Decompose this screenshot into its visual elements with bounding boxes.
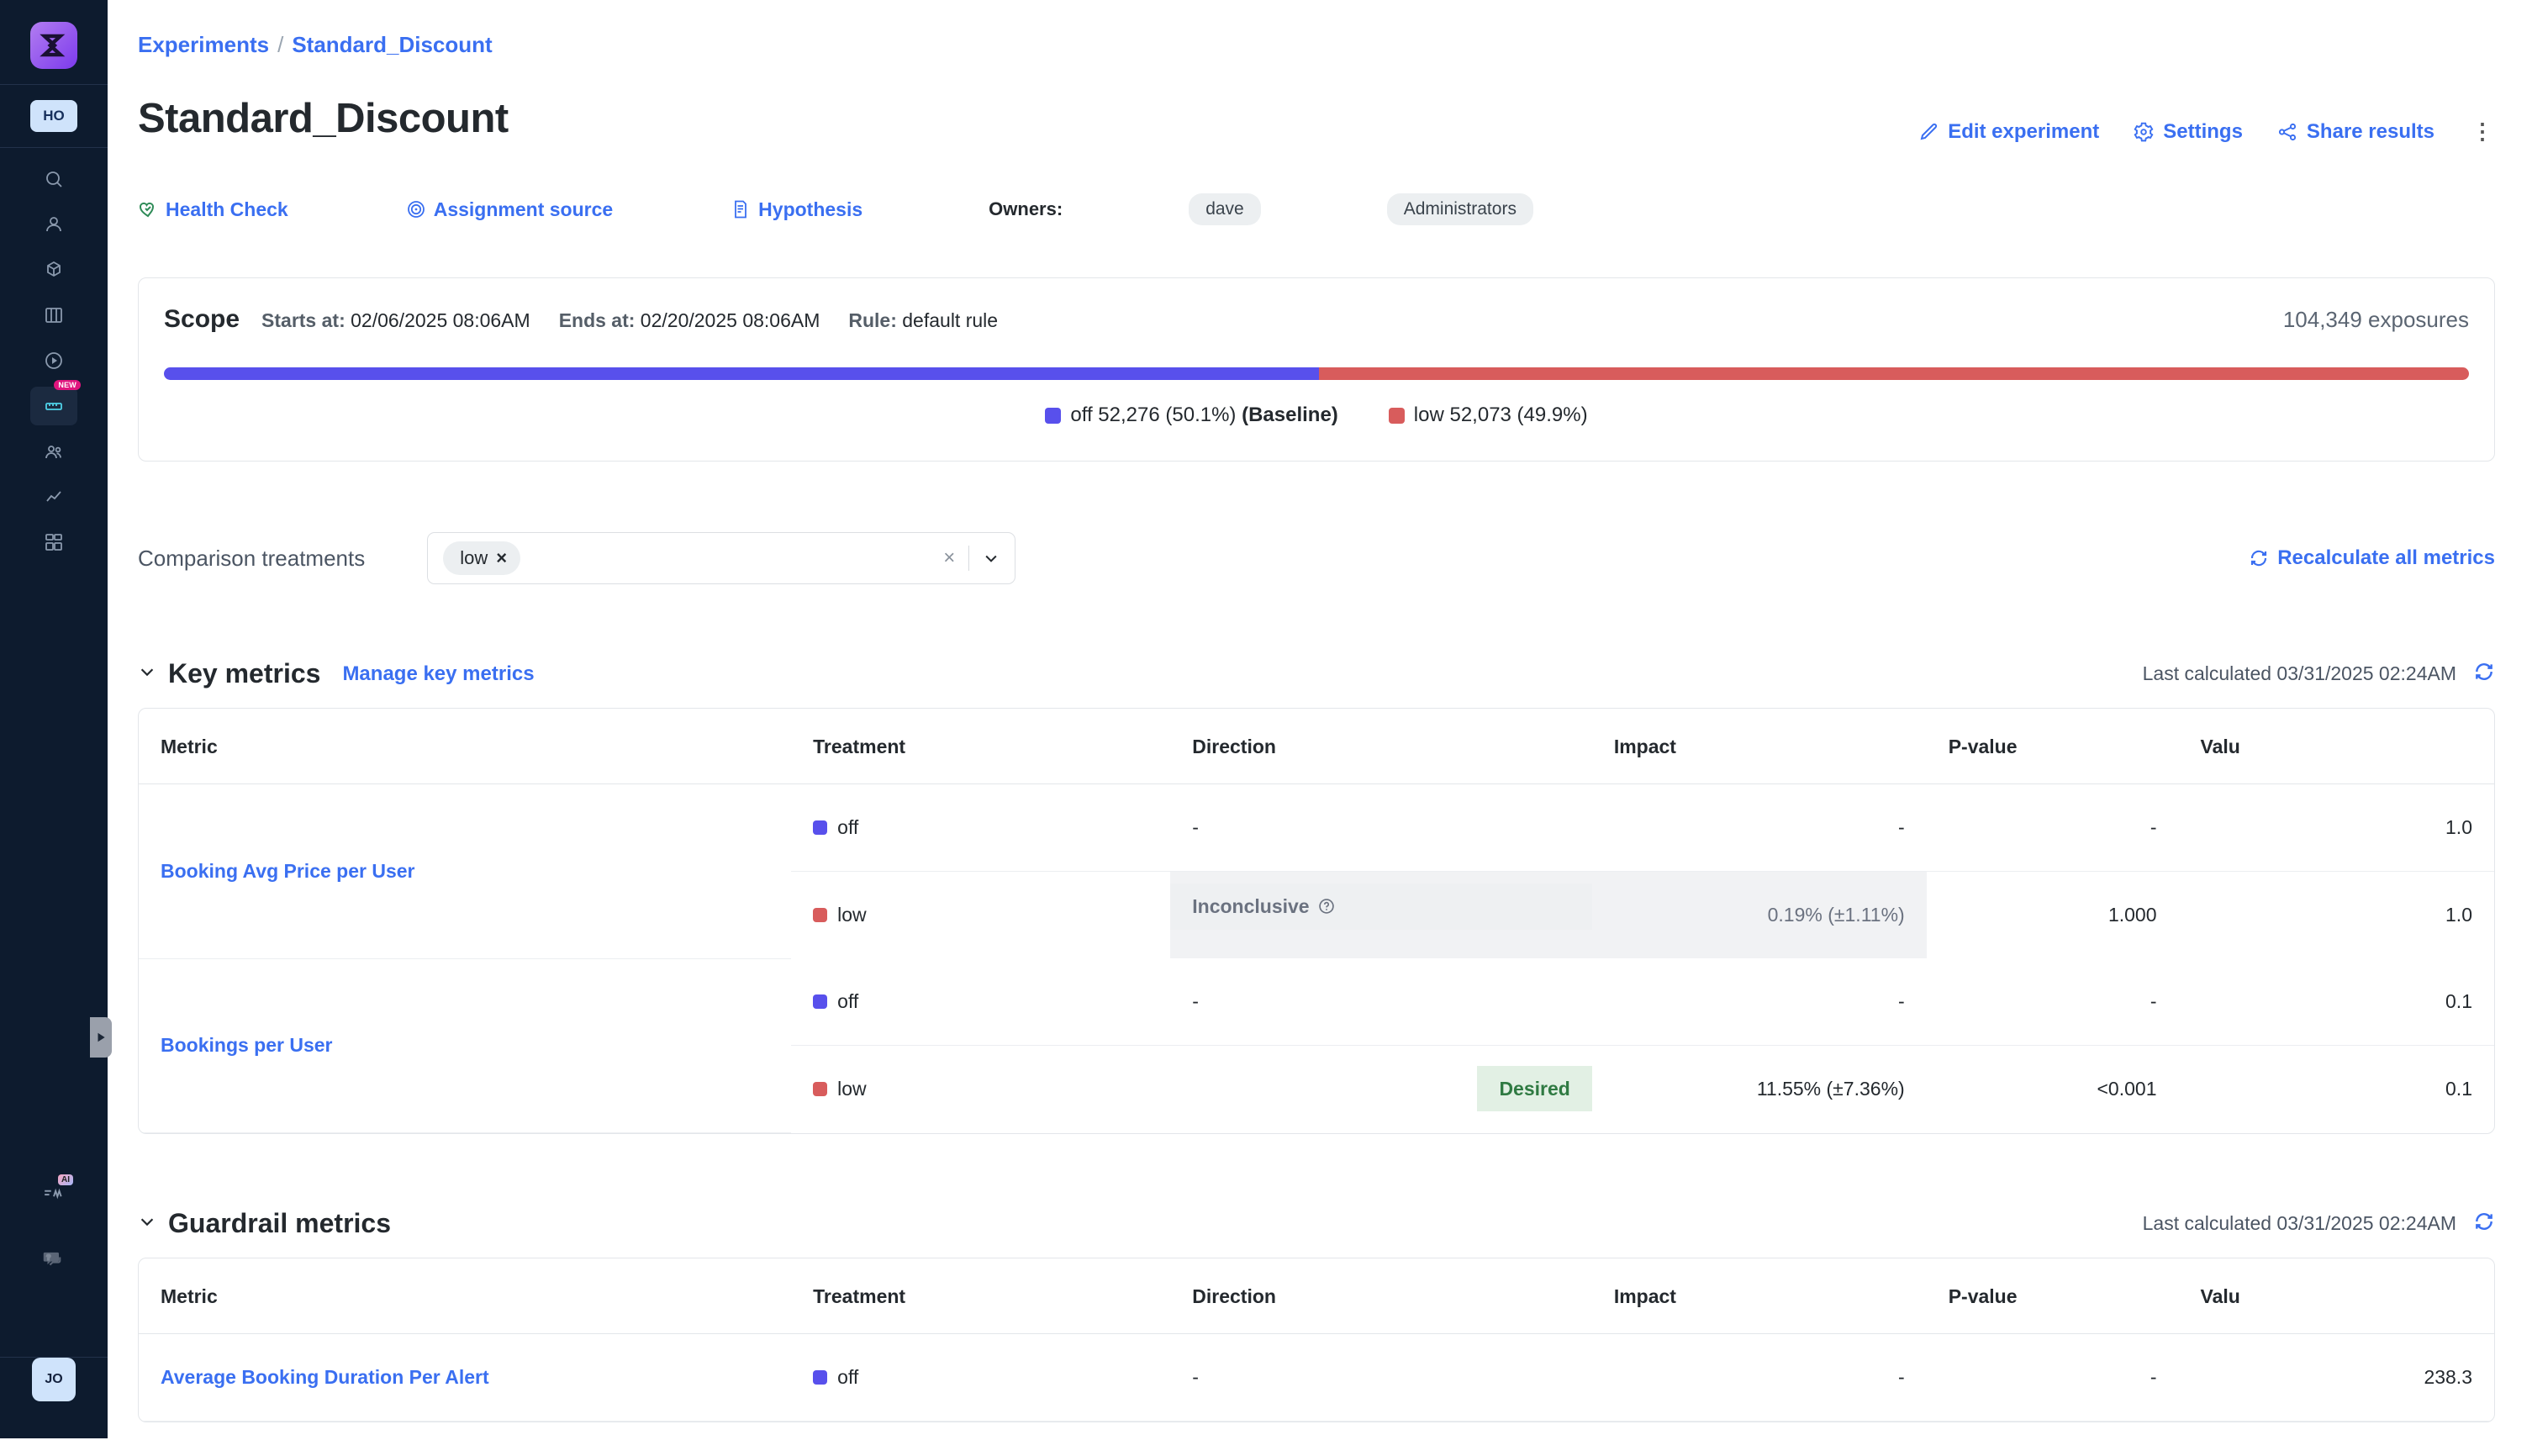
svg-text:?: ?: [46, 1253, 50, 1261]
